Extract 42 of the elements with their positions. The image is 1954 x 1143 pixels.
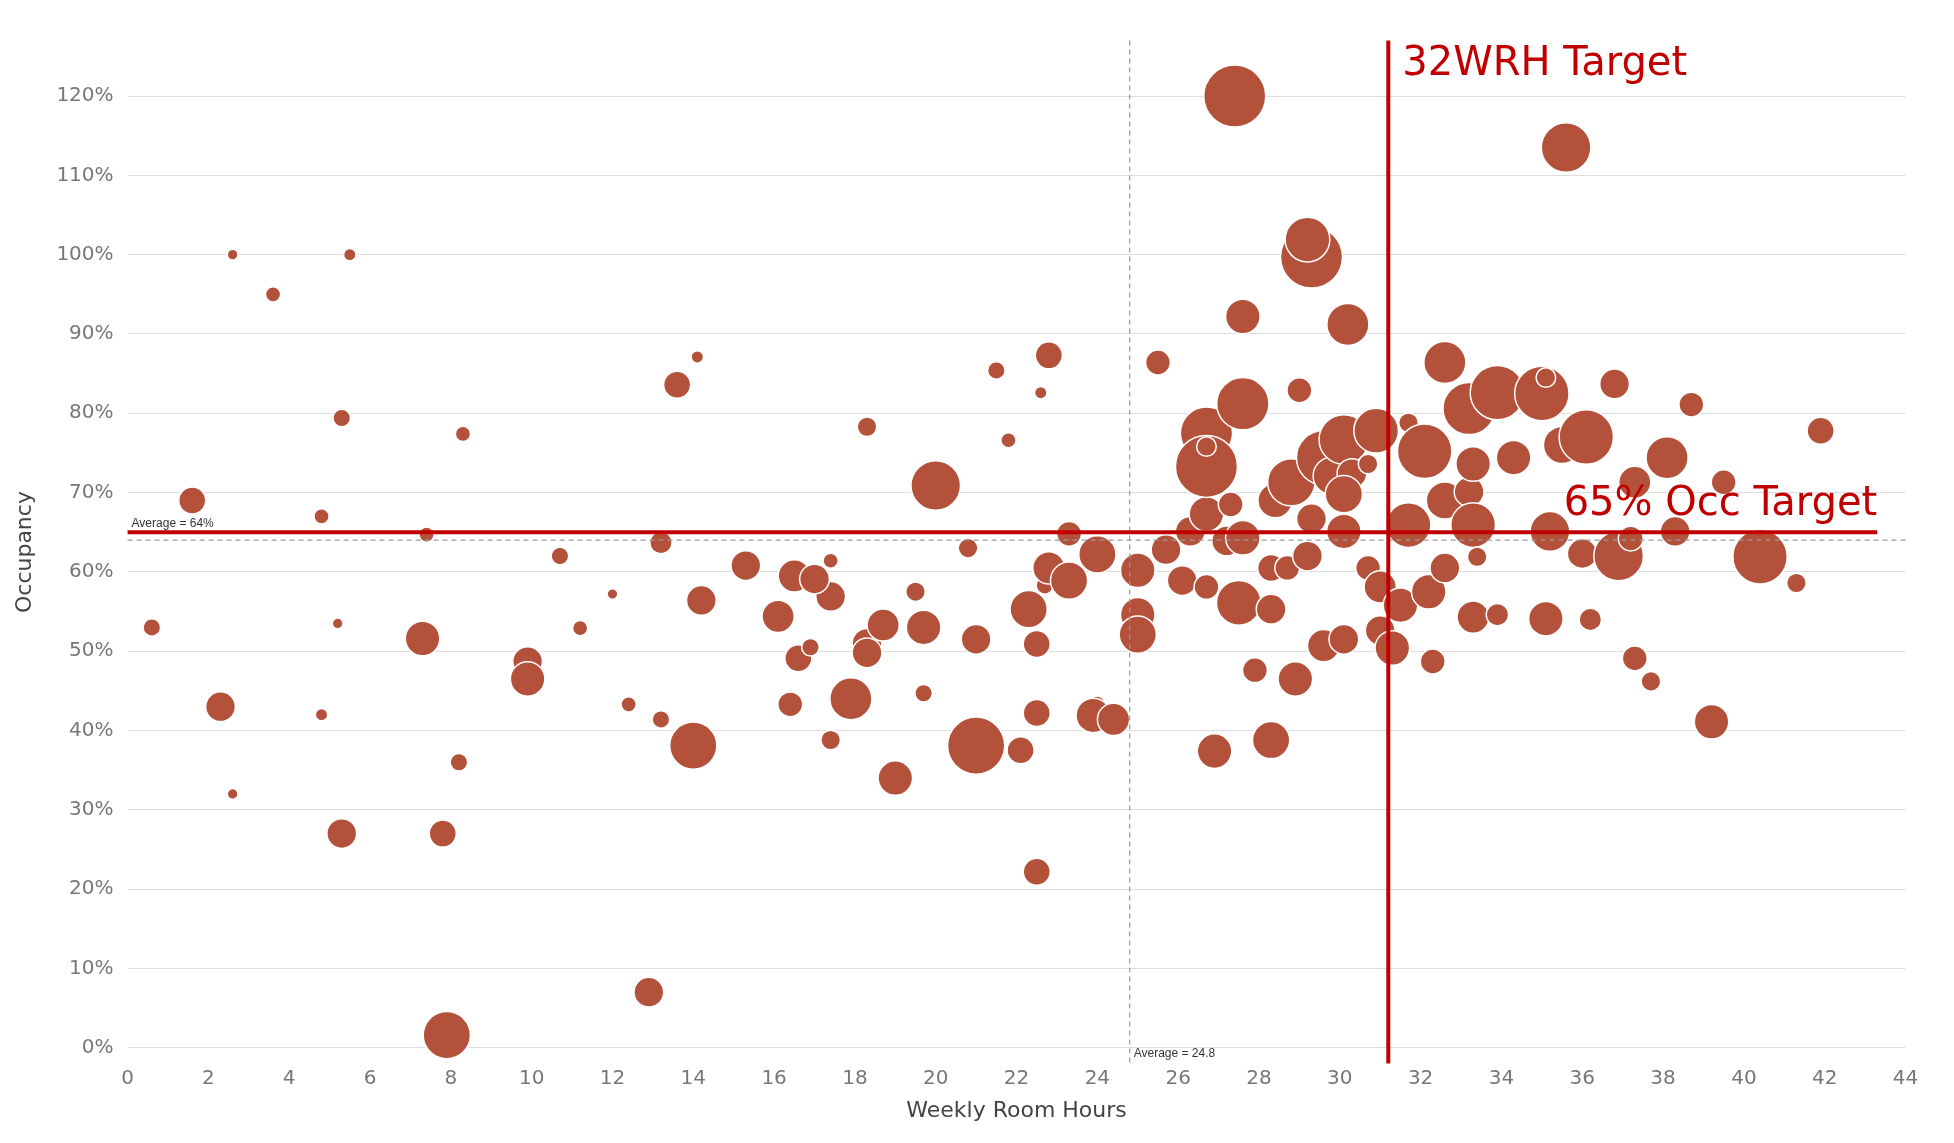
y-tick-label: 0% bbox=[81, 1033, 114, 1058]
x-tick-label: 24 bbox=[1084, 1064, 1111, 1089]
y-tick-label: 20% bbox=[69, 875, 114, 900]
x-tick-label: 40 bbox=[1731, 1064, 1757, 1089]
y-tick-label: 110% bbox=[56, 161, 114, 186]
y-tick-label: 100% bbox=[56, 240, 114, 265]
x-tick-label: 4 bbox=[282, 1064, 296, 1089]
x-tick-label: 2 bbox=[202, 1064, 215, 1089]
x-tick-label: 26 bbox=[1165, 1064, 1191, 1089]
ref-line-label: 32WRH Target bbox=[1402, 37, 1688, 84]
y-tick-label: 70% bbox=[69, 478, 114, 503]
x-tick-label: 20 bbox=[923, 1064, 949, 1089]
x-tick-label: 10 bbox=[518, 1064, 545, 1089]
x-tick-label: 34 bbox=[1488, 1064, 1515, 1089]
x-tick-label: 44 bbox=[1892, 1064, 1919, 1089]
y-tick-label: 60% bbox=[69, 558, 114, 583]
x-tick-label: 38 bbox=[1650, 1064, 1676, 1089]
x-tick-label: 8 bbox=[444, 1064, 458, 1089]
y-tick-label: 40% bbox=[69, 716, 114, 741]
ref-line-label: Average = 24.8 bbox=[1133, 1045, 1216, 1060]
y-tick-label: 80% bbox=[69, 399, 114, 424]
x-tick-label: 16 bbox=[761, 1064, 787, 1089]
y-tick-label: 120% bbox=[56, 82, 114, 107]
ref-line-label: 65% Occ Target bbox=[1563, 477, 1878, 524]
y-tick-label: 10% bbox=[69, 954, 114, 979]
y-tick-label: 90% bbox=[69, 320, 114, 345]
x-tick-label: 0 bbox=[121, 1064, 134, 1089]
x-axis-title: Weekly Room Hours bbox=[906, 1096, 1127, 1122]
y-tick-label: 50% bbox=[69, 637, 114, 662]
x-tick-label: 42 bbox=[1811, 1064, 1838, 1089]
x-tick-label: 18 bbox=[842, 1064, 868, 1089]
y-axis-title: Occupancy bbox=[10, 491, 36, 614]
x-tick-label: 32 bbox=[1407, 1064, 1434, 1089]
x-tick-label: 30 bbox=[1327, 1064, 1353, 1089]
x-tick-label: 6 bbox=[363, 1064, 377, 1089]
ref-line-label: Average = 64% bbox=[131, 516, 215, 531]
x-tick-label: 14 bbox=[680, 1064, 707, 1089]
y-tick-label: 30% bbox=[69, 796, 114, 821]
x-tick-label: 12 bbox=[599, 1064, 626, 1089]
x-tick-label: 28 bbox=[1246, 1064, 1272, 1089]
x-tick-label: 36 bbox=[1569, 1064, 1595, 1089]
x-tick-label: 22 bbox=[1003, 1064, 1030, 1089]
